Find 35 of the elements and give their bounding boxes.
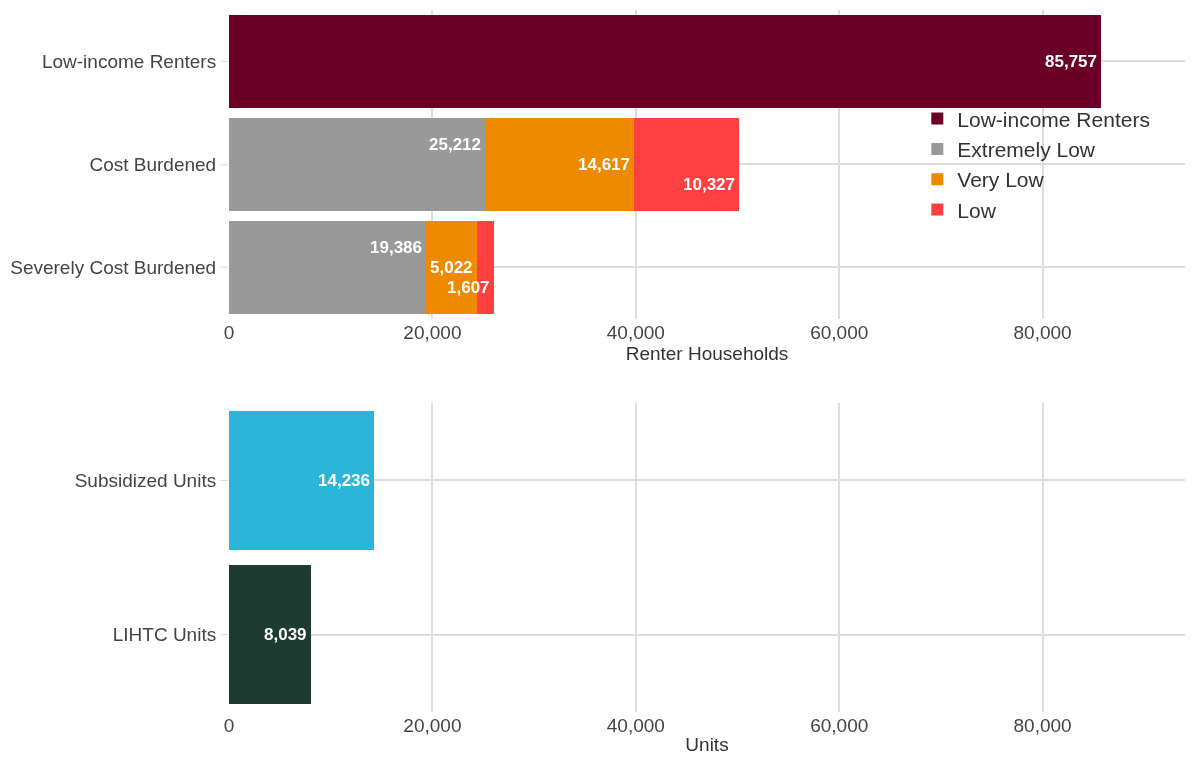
x-tick-label: 40,000 (606, 321, 665, 343)
data-label: 10,327 (683, 175, 735, 194)
data-label: 14,617 (578, 155, 630, 174)
bar (229, 15, 1102, 108)
x-tick-label: 80,000 (1013, 715, 1072, 736)
data-label: 8,039 (264, 625, 307, 644)
bar (485, 118, 635, 211)
legend-label: Very Low (957, 168, 1045, 192)
legend-label: Extremely Low (957, 138, 1096, 162)
y-tick-label: Subsidized Units (74, 469, 217, 491)
bar (229, 118, 486, 211)
x-tick-label: 20,000 (403, 715, 462, 736)
data-label: 5,022 (430, 258, 473, 277)
data-label: 25,212 (429, 135, 481, 154)
x-tick-label: 60,000 (810, 321, 869, 343)
data-label: 14,236 (318, 471, 370, 490)
y-tick-label: LIHTC Units (112, 624, 217, 646)
y-tick-label: Severely Cost Burdened (10, 257, 217, 279)
legend-label: Low (957, 198, 997, 222)
x-tick-label: 0 (223, 715, 235, 736)
y-tick-label: Cost Burdened (89, 154, 217, 176)
x-tick-label: 60,000 (810, 715, 869, 736)
y-tick-label: Low-income Renters (41, 51, 217, 73)
x-tick-label: 20,000 (403, 321, 462, 343)
bar (229, 221, 427, 314)
bar (634, 118, 740, 211)
x-tick-label: 80,000 (1013, 321, 1072, 343)
data-label: 1,607 (447, 278, 490, 297)
x-tick-label: 40,000 (606, 715, 665, 736)
data-label: 19,386 (370, 238, 422, 257)
x-axis-title: Renter Households (625, 342, 789, 364)
data-label: 85,757 (1045, 52, 1097, 71)
x-tick-label: 0 (223, 321, 235, 343)
legend-label: Low-income Renters (957, 107, 1150, 131)
x-axis-title: Units (685, 733, 729, 755)
